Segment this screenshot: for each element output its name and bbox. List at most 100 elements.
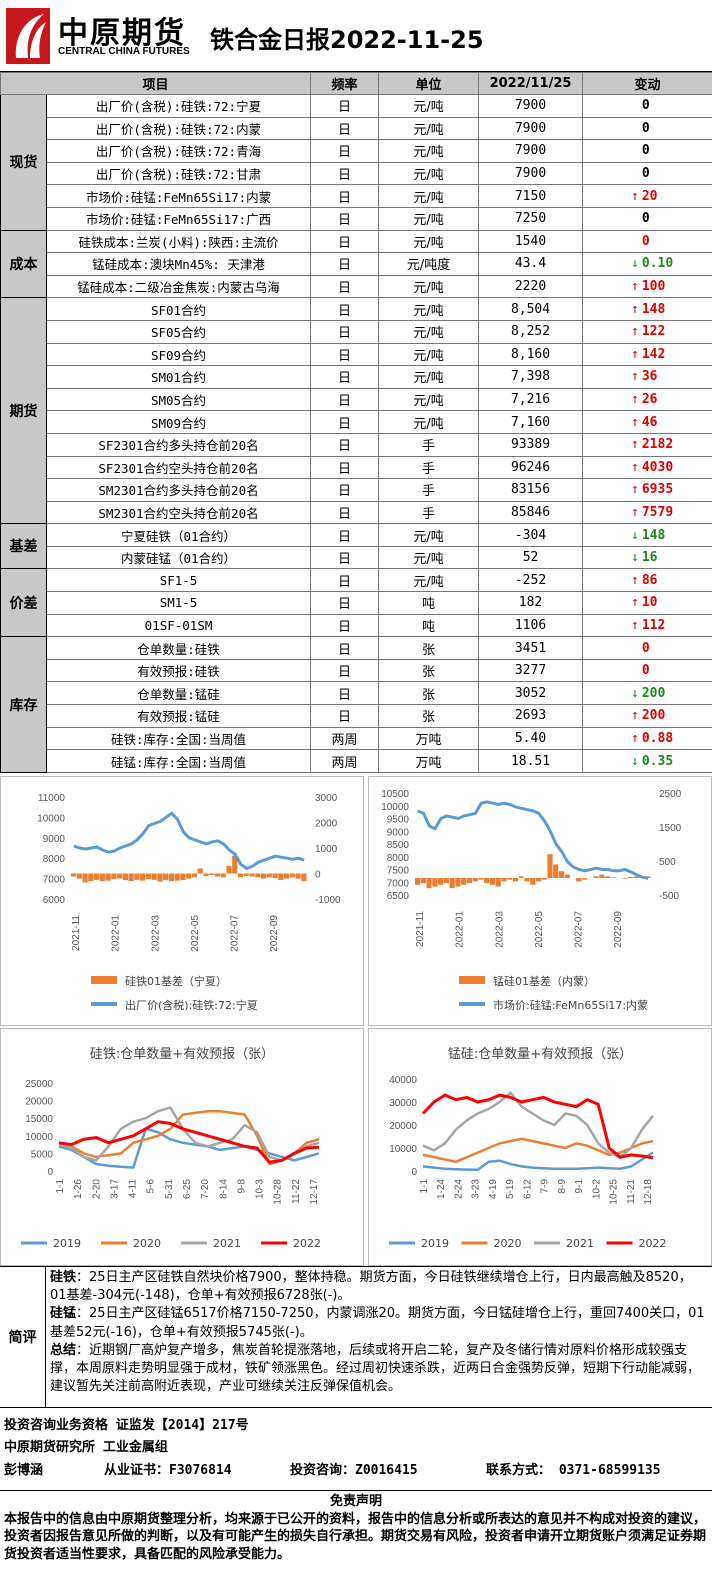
- y-left-tick: 10500: [381, 789, 409, 800]
- comment-sf-text: ：25日主产区硅铁自然块价格7900，整体持稳。期货方面，今日硅铁继续增仓上行，…: [50, 1270, 692, 1304]
- change-cell: ↑ 100: [582, 274, 712, 299]
- value-cell: 8,160: [478, 342, 584, 367]
- item-cell: SF05合约: [45, 319, 312, 344]
- x-tick: 2022-05: [190, 915, 201, 952]
- x-tick: 1-26: [73, 1179, 84, 1199]
- basis-bar: [209, 873, 215, 876]
- comment-body: 硅铁：25日主产区硅铁自然块价格7900，整体持稳。期货方面，今日硅铁继续增仓上…: [50, 1269, 708, 1396]
- unit-cell: 手: [378, 455, 480, 480]
- item-cell: 仓单数量:硅铁: [45, 636, 312, 660]
- y-left-tick: 6500: [387, 891, 410, 902]
- change-cell: ↓ 200: [582, 681, 712, 706]
- y-tick: 20000: [25, 1097, 53, 1108]
- unit-cell: 元/吨: [378, 184, 480, 208]
- y-left-tick: 8000: [43, 854, 66, 865]
- category-cell: 库存: [0, 636, 47, 773]
- y-tick: 15000: [25, 1114, 53, 1125]
- basis-bar: [301, 873, 307, 882]
- change-value: 148: [641, 527, 666, 543]
- basis-bar: [214, 873, 221, 877]
- change-cell: ↓ 148: [582, 523, 712, 547]
- legend-label: 2020: [494, 1237, 522, 1250]
- x-tick: 7-9: [540, 1179, 551, 1194]
- change-value: 0: [641, 143, 650, 159]
- y-left-tick: 10000: [37, 813, 65, 824]
- change-value: 0: [641, 640, 650, 656]
- comment-sm-label: 硅锰: [50, 1306, 77, 1322]
- freq-cell: 日: [310, 432, 380, 457]
- basis-bar: [266, 873, 272, 878]
- x-tick: 9-1: [574, 1179, 585, 1194]
- arrow-down-icon: ↓: [631, 685, 639, 701]
- arrow-up-icon: ↑: [631, 414, 639, 430]
- x-tick: 2021-11: [415, 911, 426, 947]
- basis-bar: [495, 878, 501, 887]
- value-cell: -252: [478, 568, 584, 593]
- y-left-tick: 7000: [387, 878, 410, 889]
- change-value: 16: [641, 550, 658, 566]
- legend-label: 2021: [213, 1237, 241, 1250]
- basis-bar: [232, 855, 238, 874]
- comment-sum-text: ：近期钢厂高炉复产增多，焦炭首轮提涨落地，后续或将开启二轮，复产及冬储行情对原料…: [50, 1342, 701, 1395]
- basis-bar: [484, 878, 490, 884]
- change-value: 6935: [641, 482, 674, 498]
- value-cell: 83156: [478, 478, 584, 502]
- basis-bar: [541, 878, 547, 880]
- y-left-tick: 9000: [387, 827, 410, 838]
- y-tick: 0: [47, 1167, 53, 1178]
- item-cell: SF1-5: [45, 568, 312, 593]
- unit-cell: 张: [378, 658, 480, 683]
- series-line-2021: [58, 1106, 320, 1162]
- basis-bar: [426, 878, 432, 889]
- x-tick: 8-9: [557, 1179, 568, 1194]
- y-right-tick: -500: [659, 891, 679, 902]
- basis-bar: [518, 876, 524, 878]
- change-cell: ↑ 2182: [582, 432, 712, 457]
- table-row: 内蒙硅锰（01合约）日元/吨 52 ↓ 16: [1, 545, 712, 570]
- value-cell: -304: [478, 523, 584, 547]
- basis-bar: [627, 876, 634, 878]
- table-header-row: 项目 频率 单位 2022/11/25 变动: [0, 72, 712, 95]
- basis-bar: [622, 878, 628, 879]
- category-cell: 基差: [0, 523, 47, 570]
- arrow-up-icon: ↑: [631, 708, 639, 724]
- y-left-tick: 11000: [38, 793, 66, 804]
- x-tick: 12-18: [643, 1179, 654, 1205]
- basis-bar: [111, 873, 117, 880]
- basis-bar: [530, 878, 536, 885]
- x-tick: 10-3: [255, 1179, 266, 1199]
- arrow-up-icon: ↑: [631, 482, 639, 498]
- basis-bar: [197, 868, 203, 874]
- comment-sf-label: 硅铁: [50, 1270, 77, 1285]
- x-tick: 4-19: [488, 1179, 499, 1199]
- table-row: 01SF-01SM 日吨 1106 ↑ 112: [1, 613, 712, 638]
- basis-bar: [507, 878, 513, 880]
- change-value: 0.88: [641, 730, 674, 746]
- report-header: 中原期货 CENTRAL CHINA FUTURES 铁合金日报2022-11-…: [0, 0, 712, 72]
- arrow-up-icon: ↑: [631, 324, 639, 340]
- arrow-up-icon: ↑: [631, 459, 639, 475]
- freq-cell: 两周: [310, 726, 380, 751]
- table-row: 市场价:硅锰:FeMn65Si17:内蒙日元/吨 7150 ↑ 20: [1, 184, 712, 208]
- category-cell: 现货: [0, 94, 47, 231]
- legend-swatch: [91, 976, 117, 984]
- basis-bar: [461, 878, 467, 885]
- series-line-2021: [422, 1091, 654, 1159]
- x-tick: 5-31: [164, 1179, 175, 1199]
- x-tick: 6-25: [182, 1179, 193, 1199]
- item-cell: SM2301合约多头持仓前20名: [45, 478, 312, 502]
- department: 中原期货研究所 工业金属组: [4, 1440, 168, 1455]
- basis-bar: [94, 873, 100, 880]
- basis-bar: [443, 878, 449, 884]
- qualification: 投资咨询业务资格 证监发【2014】217号: [4, 1418, 249, 1433]
- unit-cell: 元/吨: [378, 161, 480, 186]
- basis-bar: [289, 873, 295, 878]
- value-cell: 3277: [478, 658, 584, 683]
- value-cell: 8,504: [478, 297, 584, 321]
- basis-bar: [134, 873, 140, 880]
- basis-bar: [128, 873, 134, 882]
- item-cell: SM09合约: [45, 410, 312, 434]
- item-cell: 硅铁成本:兰炭(小料):陕西:主流价: [45, 229, 312, 254]
- series-line-2022: [58, 1120, 320, 1164]
